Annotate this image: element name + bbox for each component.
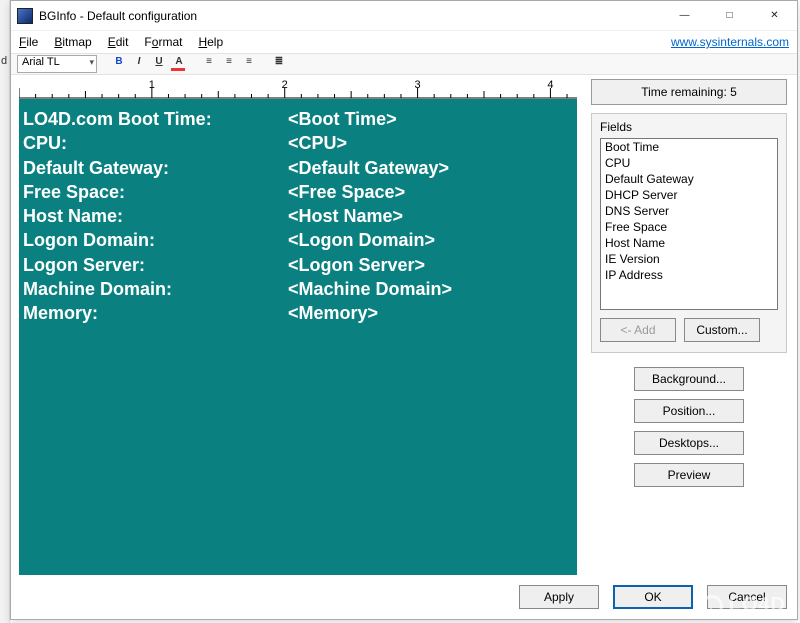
minimize-button[interactable]: —: [662, 1, 707, 30]
editor-row[interactable]: Host Name:<Host Name>: [23, 204, 573, 228]
editor-row[interactable]: Logon Domain:<Logon Domain>: [23, 228, 573, 252]
apply-button[interactable]: Apply: [519, 585, 599, 609]
underline-button[interactable]: U: [151, 56, 167, 72]
editor-field-value: <Logon Server>: [288, 253, 425, 277]
window-title: BGInfo - Default configuration: [39, 9, 197, 23]
background-label-d: d: [1, 55, 7, 67]
editor-row[interactable]: Default Gateway:<Default Gateway>: [23, 156, 573, 180]
dialog-buttons: Apply OK Cancel: [519, 585, 787, 609]
align-left-button[interactable]: ≡: [201, 56, 217, 72]
editor-field-label: Logon Domain:: [23, 228, 288, 252]
editor-field-label: Default Gateway:: [23, 156, 288, 180]
fields-list-item[interactable]: Free Space: [601, 219, 777, 235]
options-button-stack: Background... Position... Desktops... Pr…: [591, 367, 787, 487]
editor-field-label: Free Space:: [23, 180, 288, 204]
fields-list-item[interactable]: Boot Time: [601, 139, 777, 155]
bullets-button[interactable]: ≣: [271, 56, 287, 72]
editor-area[interactable]: LO4D.com Boot Time:<Boot Time>CPU:<CPU>D…: [19, 99, 577, 575]
background-sliver: [0, 0, 10, 623]
color-button[interactable]: A: [171, 56, 187, 72]
editor-field-value: <Memory>: [288, 301, 378, 325]
editor-field-label: LO4D.com Boot Time:: [23, 107, 288, 131]
editor-canvas[interactable]: LO4D.com Boot Time:<Boot Time>CPU:<CPU>D…: [19, 99, 577, 575]
editor-field-label: Machine Domain:: [23, 277, 288, 301]
editor-field-label: CPU:: [23, 131, 288, 155]
cancel-button[interactable]: Cancel: [707, 585, 787, 609]
align-center-button[interactable]: ≡: [221, 56, 237, 72]
editor-row[interactable]: Free Space:<Free Space>: [23, 180, 573, 204]
menu-help[interactable]: Help: [198, 35, 223, 49]
editor-row[interactable]: Machine Domain:<Machine Domain>: [23, 277, 573, 301]
time-remaining-display: Time remaining: 5: [591, 79, 787, 105]
titlebar: BGInfo - Default configuration — □ ✕: [11, 1, 797, 31]
add-field-button[interactable]: <- Add: [600, 318, 676, 342]
editor-field-value: <Free Space>: [288, 180, 405, 204]
custom-field-button[interactable]: Custom...: [684, 318, 760, 342]
editor-field-value: <Boot Time>: [288, 107, 397, 131]
preview-button[interactable]: Preview: [634, 463, 744, 487]
background-button[interactable]: Background...: [634, 367, 744, 391]
fields-list-item[interactable]: DNS Server: [601, 203, 777, 219]
align-right-button[interactable]: ≡: [241, 56, 257, 72]
editor-row[interactable]: LO4D.com Boot Time:<Boot Time>: [23, 107, 573, 131]
menu-format[interactable]: Format: [144, 35, 182, 49]
fields-list-item[interactable]: Default Gateway: [601, 171, 777, 187]
editor-field-label: Host Name:: [23, 204, 288, 228]
menubar: File Bitmap Edit Format Help www.sysinte…: [11, 31, 797, 53]
fields-list-item[interactable]: CPU: [601, 155, 777, 171]
fields-list-item[interactable]: Host Name: [601, 235, 777, 251]
close-button[interactable]: ✕: [752, 1, 797, 30]
maximize-button[interactable]: □: [707, 1, 752, 30]
editor-field-value: <Logon Domain>: [288, 228, 435, 252]
editor-row[interactable]: Memory:<Memory>: [23, 301, 573, 325]
editor-row[interactable]: Logon Server:<Logon Server>: [23, 253, 573, 277]
fields-list-item[interactable]: IP Address: [601, 267, 777, 283]
desktops-button[interactable]: Desktops...: [634, 431, 744, 455]
fields-group-label: Fields: [600, 120, 778, 134]
right-pane: Time remaining: 5 Fields Boot TimeCPUDef…: [591, 79, 787, 487]
ok-button[interactable]: OK: [613, 585, 693, 609]
bold-button[interactable]: B: [111, 56, 127, 72]
editor-field-label: Logon Server:: [23, 253, 288, 277]
fields-group: Fields Boot TimeCPUDefault GatewayDHCP S…: [591, 113, 787, 353]
editor-field-value: <CPU>: [288, 131, 347, 155]
italic-button[interactable]: I: [131, 56, 147, 72]
font-family-combo[interactable]: Arial TL: [17, 55, 97, 73]
position-button[interactable]: Position...: [634, 399, 744, 423]
menu-bitmap[interactable]: Bitmap: [54, 35, 91, 49]
app-icon: [17, 8, 33, 24]
editor-row[interactable]: CPU:<CPU>: [23, 131, 573, 155]
menu-file[interactable]: File: [19, 35, 38, 49]
ruler: 1234: [19, 79, 577, 99]
format-toolbar: Arial TL B I U A ≡ ≡ ≡ ≣: [11, 53, 797, 75]
fields-list-item[interactable]: DHCP Server: [601, 187, 777, 203]
sysinternals-link[interactable]: www.sysinternals.com: [671, 35, 789, 49]
fields-listbox[interactable]: Boot TimeCPUDefault GatewayDHCP ServerDN…: [600, 138, 778, 310]
editor-field-value: <Host Name>: [288, 204, 403, 228]
editor-field-value: <Machine Domain>: [288, 277, 452, 301]
app-window: BGInfo - Default configuration — □ ✕ Fil…: [10, 0, 798, 620]
editor-field-value: <Default Gateway>: [288, 156, 449, 180]
menu-edit[interactable]: Edit: [108, 35, 129, 49]
fields-list-item[interactable]: IE Version: [601, 251, 777, 267]
editor-field-label: Memory:: [23, 301, 288, 325]
